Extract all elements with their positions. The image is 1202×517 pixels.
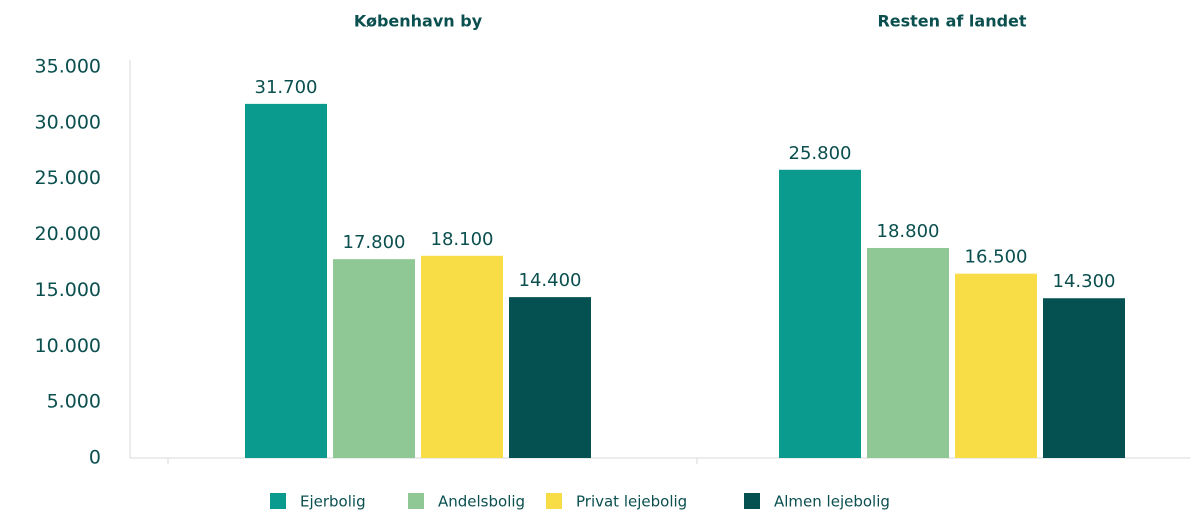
- bar: [1043, 298, 1125, 458]
- legend-label: Andelsbolig: [438, 493, 525, 511]
- bar: [867, 247, 949, 458]
- bar: [333, 259, 415, 458]
- y-tick-label: 35.000: [35, 56, 101, 78]
- legend-label: Ejerbolig: [300, 493, 366, 511]
- y-tick-label: 10.000: [35, 335, 101, 357]
- y-tick-label: 5.000: [47, 391, 101, 413]
- value-label: 17.800: [343, 232, 406, 253]
- value-label: 14.400: [519, 270, 582, 291]
- bar: [955, 273, 1037, 458]
- value-label: 31.700: [255, 77, 318, 98]
- value-label: 14.300: [1053, 271, 1116, 292]
- y-tick-label: 30.000: [35, 111, 101, 133]
- category-title: København by: [354, 12, 483, 31]
- bar: [509, 297, 591, 458]
- legend-label: Almen lejebolig: [774, 493, 890, 511]
- y-tick-label: 20.000: [35, 223, 101, 245]
- legend-swatch: [408, 493, 424, 509]
- value-label: 18.800: [877, 221, 940, 242]
- y-tick-label: 25.000: [35, 167, 101, 189]
- value-label: 25.800: [789, 143, 852, 164]
- value-label: 18.100: [431, 229, 494, 250]
- y-tick-label: 15.000: [35, 279, 101, 301]
- bar: [245, 103, 327, 458]
- legend-swatch: [546, 493, 562, 509]
- legend-swatch: [270, 493, 286, 509]
- bar: [779, 169, 861, 458]
- category-title: Resten af landet: [877, 12, 1026, 31]
- y-tick-label: 0: [89, 447, 101, 469]
- value-label: 16.500: [965, 247, 1028, 268]
- legend-swatch: [744, 493, 760, 509]
- legend-label: Privat lejebolig: [576, 493, 687, 511]
- bar: [421, 255, 503, 458]
